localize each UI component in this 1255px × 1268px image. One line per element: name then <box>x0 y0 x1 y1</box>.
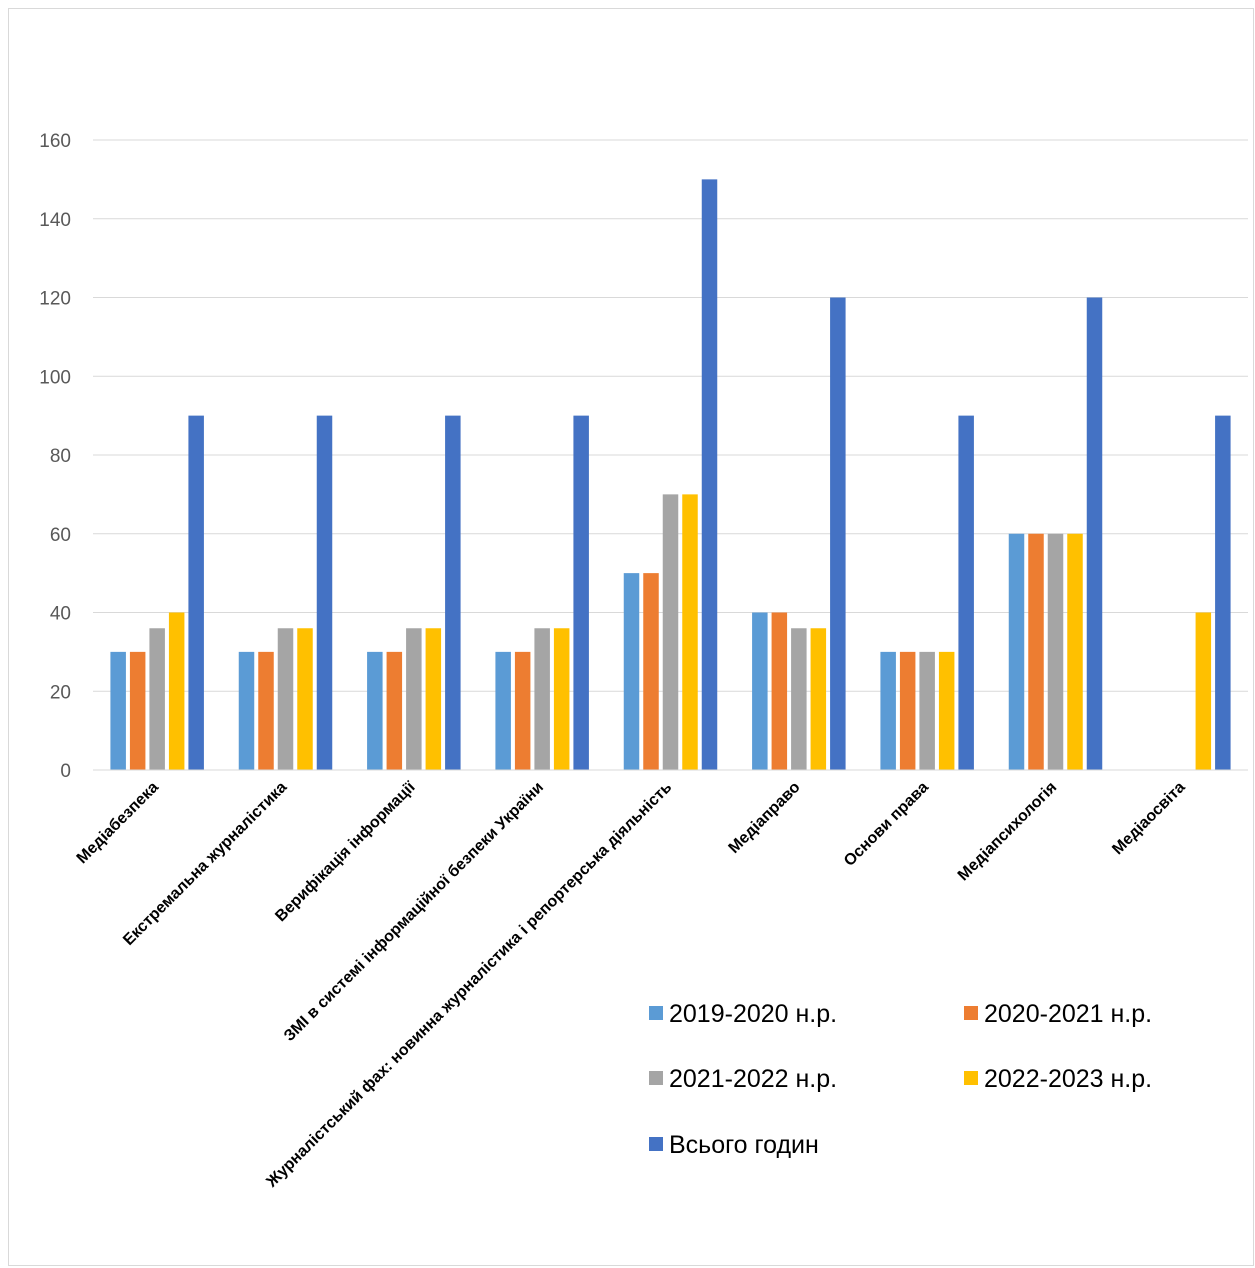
bar <box>752 612 768 770</box>
bar <box>880 651 896 770</box>
category-label: Основи права <box>841 779 932 870</box>
bar <box>514 651 531 770</box>
bar <box>1047 533 1064 770</box>
y-tick-label: 120 <box>39 289 71 310</box>
category-label: Журналістський фах: новинна журналістика… <box>263 779 676 1192</box>
bar <box>1028 533 1044 770</box>
bar <box>701 179 718 770</box>
y-tick-label: 60 <box>50 525 71 546</box>
category-label: Медіаосвіта <box>1109 779 1188 858</box>
bar <box>110 651 126 770</box>
bar <box>1215 415 1231 770</box>
bar <box>810 628 827 770</box>
y-tick-label: 40 <box>50 604 71 625</box>
bar <box>238 651 255 770</box>
category-label: Медіабезпека <box>74 779 162 867</box>
legend-swatch <box>649 1071 663 1085</box>
legend-label: 2022-2023 н.р. <box>984 1065 1152 1093</box>
y-tick-label: 20 <box>50 682 71 703</box>
bar <box>573 415 589 770</box>
bars <box>110 179 1231 770</box>
bar <box>406 628 422 770</box>
legend-swatch <box>649 1137 663 1151</box>
bar <box>495 651 511 770</box>
y-tick-label: 160 <box>39 131 71 152</box>
bar <box>1086 297 1103 770</box>
legend: 2019-2020 н.р. 2020-2021 н.р. 2021-2022 н.… <box>649 1000 1152 1159</box>
bar <box>1067 533 1083 770</box>
bar <box>662 494 679 770</box>
bar <box>425 628 442 770</box>
bar <box>316 415 333 770</box>
bar <box>445 415 461 770</box>
y-tick-label: 0 <box>60 761 71 782</box>
bar <box>188 415 204 770</box>
bar <box>129 651 146 770</box>
legend-swatch <box>964 1006 978 1020</box>
legend-swatch <box>964 1071 978 1085</box>
bar <box>830 297 846 770</box>
category-label: Медіапсихологія <box>955 779 1060 884</box>
legend-label: Всього годин <box>669 1131 819 1159</box>
bar <box>534 628 550 770</box>
bar <box>149 628 165 770</box>
y-tick-label: 80 <box>50 446 71 467</box>
y-tick-label: 140 <box>39 210 71 231</box>
bar <box>791 628 807 770</box>
category-label: ЗМІ в системі інформаційної безпеки Укра… <box>281 779 547 1045</box>
bar <box>919 651 935 770</box>
bar <box>643 573 659 770</box>
bar <box>682 494 698 770</box>
bar <box>277 628 294 770</box>
legend-swatch <box>649 1006 663 1020</box>
bar <box>938 651 955 770</box>
bar <box>367 651 383 770</box>
legend-label: 2019-2020 н.р. <box>669 1000 837 1028</box>
y-axis-ticks: 0 20 40 60 80 100 120 140 160 <box>39 131 71 782</box>
bar <box>168 612 185 770</box>
bar <box>1195 612 1212 770</box>
bar <box>771 612 788 770</box>
y-tick-label: 100 <box>39 367 71 388</box>
bar <box>1008 533 1025 770</box>
bar <box>297 628 313 770</box>
category-label: Верифікація інформації <box>272 778 419 925</box>
category-label: Медіаправо <box>726 779 804 857</box>
bar <box>386 651 403 770</box>
bar <box>958 415 974 770</box>
bar <box>623 573 640 770</box>
bar <box>553 628 570 770</box>
legend-label: 2021-2022 н.р. <box>669 1065 837 1093</box>
bar <box>258 651 274 770</box>
bar <box>899 651 916 770</box>
legend-label: 2020-2021 н.р. <box>984 1000 1152 1028</box>
